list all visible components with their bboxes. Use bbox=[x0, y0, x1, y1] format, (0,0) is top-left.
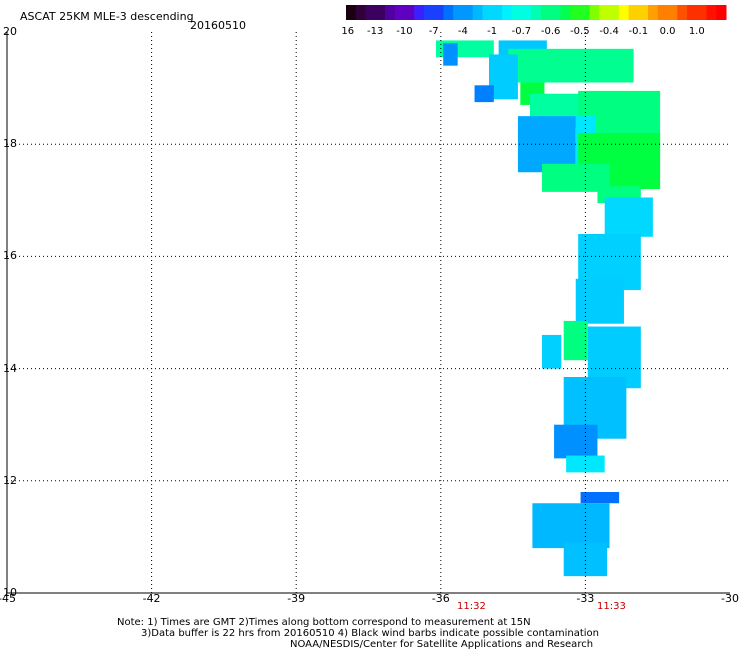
colorbar-swatches bbox=[346, 5, 727, 20]
colorbar-tick-label: 0.0 bbox=[660, 26, 676, 35]
time-label-1: 11:32 bbox=[457, 601, 486, 612]
colorbar-swatch bbox=[531, 5, 542, 20]
colorbar-swatch bbox=[599, 5, 610, 20]
colorbar-swatch bbox=[492, 5, 503, 20]
colorbar-swatch bbox=[677, 5, 688, 20]
colorbar-swatch bbox=[560, 5, 571, 20]
colorbar-swatch bbox=[453, 5, 464, 20]
time-label-2: 11:33 bbox=[597, 601, 626, 612]
data-cells bbox=[435, 40, 661, 577]
colorbar-swatch bbox=[648, 5, 659, 20]
colorbar-swatch bbox=[687, 5, 698, 20]
colorbar-swatch bbox=[716, 5, 727, 20]
x-tick-label: -42 bbox=[142, 592, 161, 605]
colorbar-swatch bbox=[618, 5, 630, 20]
y-tick-label: 16 bbox=[3, 249, 17, 263]
data-cell bbox=[508, 48, 634, 83]
note-line-1: Note: 1) Times are GMT 2)Times along bot… bbox=[117, 617, 531, 628]
colorbar-swatch bbox=[482, 5, 493, 20]
data-cell bbox=[604, 197, 653, 237]
colorbar-swatch bbox=[501, 5, 513, 20]
colorbar-tick-label: -0.7 bbox=[512, 26, 532, 35]
x-tick-label: -39 bbox=[287, 592, 306, 605]
colorbar: -16 -13 -10 -7 -4 -1 -0.7 -0.6 -0.5 -0.4 -0.1 0.0 1.… bbox=[342, 5, 727, 35]
colorbar-swatch bbox=[706, 5, 717, 20]
colorbar-swatch bbox=[579, 5, 591, 20]
x-tick-label: -30 bbox=[721, 592, 739, 605]
colorbar-swatch bbox=[443, 5, 454, 20]
data-cell bbox=[575, 278, 624, 324]
colorbar-swatch bbox=[375, 5, 386, 20]
colorbar-swatch bbox=[472, 5, 483, 20]
colorbar-tick-labels: -16 -13 -10 -7 -4 -1 -0.7 -0.6 -0.5 -0.4 -0.1 0.0 1.… bbox=[342, 26, 705, 35]
colorbar-tick-label: -13 bbox=[367, 26, 383, 35]
data-cell bbox=[542, 334, 562, 369]
colorbar-swatch bbox=[540, 5, 552, 20]
colorbar-swatch bbox=[462, 5, 474, 20]
colorbar-swatch bbox=[384, 5, 396, 20]
data-cell bbox=[443, 43, 458, 66]
colorbar-swatch bbox=[550, 5, 561, 20]
colorbar-swatch bbox=[657, 5, 669, 20]
y-tick-label: 12 bbox=[3, 473, 17, 487]
y-tick-label: 14 bbox=[3, 361, 17, 375]
plot-title: ASCAT 25KM MLE-3 descending bbox=[20, 10, 194, 23]
colorbar-tick-label: -1 bbox=[487, 26, 497, 35]
colorbar-swatch bbox=[355, 5, 366, 20]
colorbar-tick-label: -0.6 bbox=[541, 26, 561, 35]
plot-date: 20160510 bbox=[190, 19, 246, 32]
colorbar-swatch bbox=[511, 5, 522, 20]
data-cell bbox=[566, 455, 605, 473]
x-tick-label: -33 bbox=[576, 592, 595, 605]
data-cell bbox=[532, 503, 610, 549]
colorbar-swatch bbox=[609, 5, 620, 20]
colorbar-tick-label: -16 bbox=[342, 26, 354, 35]
data-cell bbox=[563, 320, 588, 361]
x-tick-label: -36 bbox=[431, 592, 450, 605]
colorbar-tick-label: 1.0 bbox=[689, 26, 705, 35]
colorbar-swatch bbox=[433, 5, 444, 20]
colorbar-tick-label: -0.1 bbox=[629, 26, 649, 35]
colorbar-swatch bbox=[628, 5, 639, 20]
data-cell bbox=[474, 85, 494, 103]
colorbar-swatch bbox=[365, 5, 376, 20]
colorbar-swatch bbox=[394, 5, 405, 20]
colorbar-swatch bbox=[667, 5, 678, 20]
lat-lon-grid bbox=[7, 32, 730, 593]
colorbar-swatch bbox=[346, 5, 357, 20]
x-tick-label: -45 bbox=[0, 592, 16, 605]
note-line-3: NOAA/NESDIS/Center for Satellite Applica… bbox=[290, 639, 594, 650]
colorbar-swatch bbox=[414, 5, 425, 20]
colorbar-swatch bbox=[521, 5, 532, 20]
colorbar-tick-label: -0.4 bbox=[599, 26, 619, 35]
data-cell bbox=[554, 424, 598, 459]
y-tick-label: 10 bbox=[3, 586, 17, 599]
colorbar-tick-label: -4 bbox=[458, 26, 468, 35]
colorbar-swatch bbox=[638, 5, 649, 20]
data-cell bbox=[563, 542, 608, 577]
colorbar-tick-label: -0.5 bbox=[570, 26, 590, 35]
colorbar-swatch bbox=[570, 5, 581, 20]
colorbar-tick-label: -7 bbox=[429, 26, 439, 35]
data-cell bbox=[580, 492, 620, 504]
colorbar-swatch bbox=[423, 5, 435, 20]
note-line-2: 3)Data buffer is 22 hrs from 20160510 4)… bbox=[141, 628, 599, 639]
colorbar-swatch bbox=[696, 5, 708, 20]
colorbar-tick-label: -10 bbox=[396, 26, 412, 35]
y-tick-label: 18 bbox=[3, 137, 17, 151]
colorbar-swatch bbox=[589, 5, 600, 20]
y-tick-label: 20 bbox=[3, 25, 17, 38]
colorbar-swatch bbox=[404, 5, 415, 20]
